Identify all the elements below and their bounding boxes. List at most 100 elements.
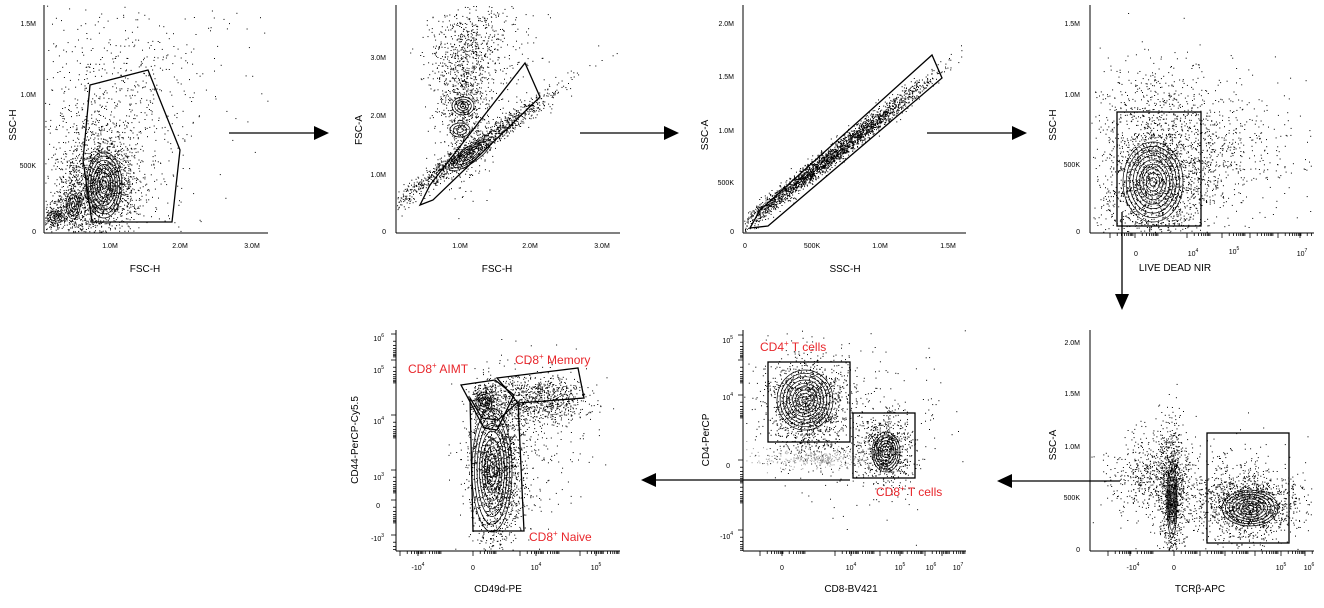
event-dot <box>514 109 515 110</box>
event-dot <box>101 129 102 130</box>
event-dot <box>433 117 434 118</box>
event-dot <box>111 111 112 112</box>
event-dot <box>122 148 123 149</box>
event-dot <box>65 196 66 197</box>
event-dot <box>83 55 84 56</box>
event-dot <box>64 91 65 92</box>
event-dot <box>95 212 96 213</box>
event-dot <box>145 185 146 186</box>
event-dot <box>79 201 80 202</box>
event-dot <box>452 55 453 56</box>
event-dot <box>441 32 442 33</box>
event-dot <box>473 139 474 140</box>
event-dot <box>73 140 74 141</box>
event-dot <box>461 50 462 51</box>
event-dot <box>128 123 129 124</box>
event-dot <box>74 150 75 151</box>
event-dot <box>97 200 98 201</box>
event-dot <box>124 231 125 232</box>
event-dot <box>476 79 477 80</box>
event-dot <box>78 171 79 172</box>
event-dot <box>123 137 124 138</box>
event-dot <box>91 135 92 136</box>
event-dot <box>518 112 519 113</box>
event-dot <box>410 201 411 202</box>
event-dot <box>74 186 75 187</box>
event-dot <box>143 205 144 206</box>
event-dot <box>58 217 59 218</box>
event-dot <box>94 134 95 135</box>
event-dot <box>78 226 79 227</box>
event-dot <box>156 128 157 129</box>
event-dot <box>450 103 451 104</box>
event-dot <box>121 144 122 145</box>
event-dot <box>99 64 100 65</box>
event-dot <box>493 139 494 140</box>
event-dot <box>131 177 132 178</box>
event-dot <box>453 176 454 177</box>
event-dot <box>91 152 92 153</box>
event-dot <box>487 200 488 201</box>
event-dot <box>70 162 71 163</box>
event-dot <box>119 139 120 140</box>
event-dot <box>86 74 87 75</box>
event-dot <box>452 63 453 64</box>
event-dot <box>455 67 456 68</box>
event-dot <box>65 200 66 201</box>
event-dot <box>466 94 467 95</box>
event-dot <box>98 150 99 151</box>
event-dot <box>487 50 488 51</box>
event-dot <box>448 145 449 146</box>
event-dot <box>166 33 167 34</box>
event-dot <box>455 56 456 57</box>
event-dot <box>97 225 98 226</box>
event-dot <box>47 204 48 205</box>
event-dot <box>109 181 110 182</box>
event-dot <box>141 192 142 193</box>
event-dot <box>114 126 115 127</box>
event-dot <box>443 110 444 111</box>
event-dot <box>53 195 54 196</box>
event-dot <box>513 108 514 109</box>
event-dot <box>492 156 493 157</box>
event-dot <box>117 157 118 158</box>
event-dot <box>428 183 429 184</box>
event-dot <box>83 216 84 217</box>
event-dot <box>128 203 129 204</box>
event-dot <box>103 139 104 140</box>
event-dot <box>154 151 155 152</box>
event-dot <box>492 97 493 98</box>
event-dot <box>120 68 121 69</box>
event-dot <box>518 124 519 125</box>
event-dot <box>107 131 108 132</box>
event-dot <box>106 223 107 224</box>
event-dot <box>553 95 554 96</box>
event-dot <box>162 173 163 174</box>
event-dot <box>434 90 435 91</box>
event-dot <box>520 109 521 110</box>
event-dot <box>126 194 127 195</box>
event-dot <box>454 89 455 90</box>
event-dot <box>464 92 465 93</box>
event-dot <box>523 117 524 118</box>
event-dot <box>126 175 127 176</box>
event-dot <box>473 68 474 69</box>
event-dot <box>108 169 109 170</box>
event-dot <box>184 140 185 141</box>
event-dot <box>510 77 511 78</box>
event-dot <box>184 141 185 142</box>
event-dot <box>445 30 446 31</box>
event-dot <box>196 73 197 74</box>
event-dot <box>485 141 486 142</box>
event-dot <box>91 118 92 119</box>
event-dot <box>449 153 450 154</box>
event-dot <box>479 64 480 65</box>
event-dot <box>478 62 479 63</box>
event-dot <box>481 158 482 159</box>
event-dot <box>469 177 470 178</box>
event-dot <box>128 168 129 169</box>
event-dot <box>480 79 481 80</box>
event-dot <box>448 96 449 97</box>
event-dot <box>53 208 54 209</box>
event-dot <box>95 230 96 231</box>
